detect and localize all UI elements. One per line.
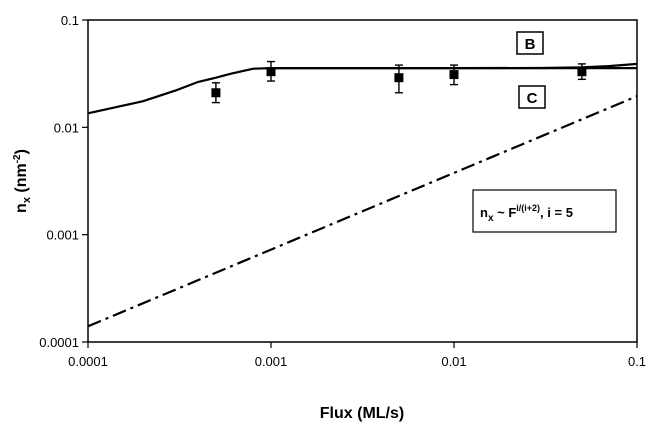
x-tick-label: 0.001: [255, 354, 288, 369]
point-marker: [211, 88, 221, 98]
series-line-1: [87, 66, 637, 115]
annotation-b-label: B: [525, 36, 536, 53]
formula-rest: , i = 5: [540, 205, 573, 220]
y-tick-label: 0.001: [46, 228, 79, 243]
y-label-rest: (nm: [13, 163, 30, 197]
y-label-end: ): [13, 149, 30, 154]
y-label-sub: x: [21, 196, 33, 203]
y-label-main: n: [13, 203, 30, 213]
formula-exp: i/(i+2): [516, 203, 540, 213]
series-line-3: [87, 95, 638, 328]
x-tick-label: 0.01: [441, 354, 466, 369]
y-axis-label: nx (nm-2): [12, 149, 33, 213]
y-label-sup: -2: [12, 154, 23, 163]
plot-area: [87, 19, 638, 343]
data-point: [577, 63, 587, 81]
annotation-box-b: B: [516, 31, 544, 55]
data-point: [211, 82, 221, 104]
formula-text: nx ~ Fi/(i+2), i = 5: [480, 203, 573, 224]
y-tick-label: 0.1: [61, 13, 79, 28]
x-tick-label: 0.1: [628, 354, 646, 369]
y-axis: 0.0001 0.001 0.01 0.1: [39, 13, 88, 350]
annotation-box-c: C: [518, 85, 546, 109]
formula-annotation: nx ~ Fi/(i+2), i = 5: [472, 189, 617, 233]
x-tick-label: 0.0001: [68, 354, 108, 369]
point-marker: [394, 73, 404, 83]
series-line-2: [271, 62, 638, 70]
data-point: [266, 60, 276, 82]
point-marker: [577, 67, 587, 77]
formula-sub: x: [488, 213, 494, 224]
formula-n: n: [480, 205, 488, 220]
annotation-c-label: C: [527, 90, 538, 107]
data-point: [449, 64, 459, 86]
series-layer: [87, 60, 638, 328]
formula-tilde: ~ F: [494, 205, 517, 220]
x-axis: 0.0001 0.001 0.01 0.1: [68, 342, 646, 369]
y-tick-label: 0.01: [54, 120, 79, 135]
point-marker: [266, 67, 276, 77]
data-point: [394, 64, 404, 94]
y-tick-label: 0.0001: [39, 335, 79, 350]
point-marker: [449, 70, 459, 80]
x-axis-label: Flux (ML/s): [320, 405, 404, 422]
